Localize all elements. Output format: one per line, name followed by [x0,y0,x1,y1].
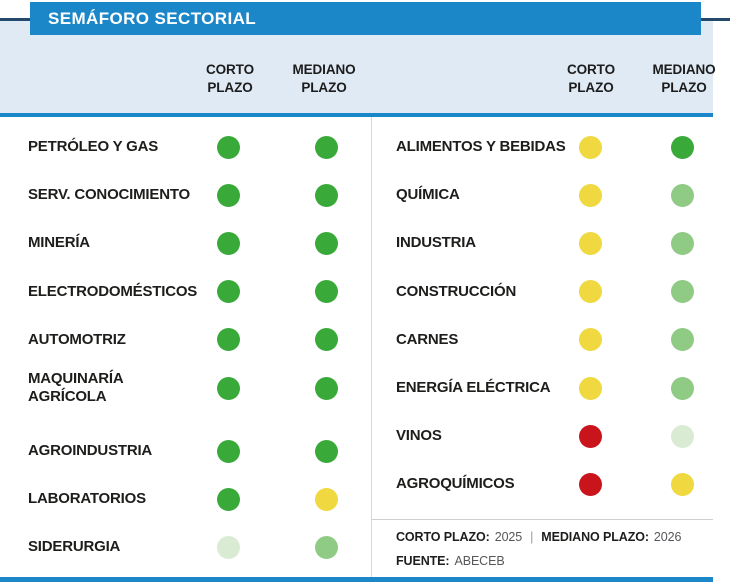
sector-label: CONSTRUCCIÓN [396,282,517,300]
footer-mediano-value: 2026 [653,530,682,544]
sector-label: ELECTRODOMÉSTICOS [28,282,198,300]
status-dot-corto-plazo [579,328,602,352]
table-row: INDUSTRIA [371,221,713,265]
table-row: PETRÓLEO Y GAS [0,125,371,169]
status-dot-mediano-plazo [671,231,694,255]
footer-mediano-label: MEDIANO PLAZO: [541,530,649,544]
footer-fuente-label: FUENTE: [396,554,450,568]
sector-label: SERV. CONOCIMIENTO [28,186,190,204]
table-row: CONSTRUCCIÓN [371,270,713,314]
status-dot-mediano-plazo [671,376,694,400]
table-row: CARNES [371,318,713,362]
table-row: AUTOMOTRIZ [0,318,371,362]
footer-source: FUENTE: ABECEB [396,554,505,568]
status-dot-corto-plazo [579,231,602,255]
sector-label: MAQUINARÍA AGRÍCOLA [28,370,124,405]
sector-label: INDUSTRIA [396,234,476,252]
table-top-rule [0,113,713,117]
sector-label: PETRÓLEO Y GAS [28,138,159,155]
bottom-brand-bar [0,577,713,582]
sector-label: AGROQUÍMICOS [396,475,515,493]
footer-periods: CORTO PLAZO: 2025 | MEDIANO PLAZO: 2026 [396,530,681,544]
status-dot-mediano-plazo [315,328,338,352]
table-row: MINERÍA [0,221,371,265]
sector-label: CARNES [396,330,459,348]
sector-label: ALIMENTOS Y BEBIDAS [396,138,566,155]
status-dot-mediano-plazo [315,280,338,304]
table-row: LABORATORIOS [0,477,371,521]
footer-divider [371,519,713,520]
status-dot-mediano-plazo [671,328,694,352]
sector-label: SIDERURGIA [28,538,121,556]
status-dot-corto-plazo [217,439,240,463]
status-dot-mediano-plazo [315,231,338,255]
sector-label: VINOS [396,427,442,445]
status-dot-corto-plazo [217,487,240,511]
table-row: AGROINDUSTRIA [0,429,371,473]
table-row: SERV. CONOCIMIENTO [0,173,371,217]
column-header-mediano-right: MEDIANO PLAZO [652,62,716,95]
title-box: SEMÁFORO SECTORIAL [30,2,701,35]
status-dot-mediano-plazo [315,487,338,511]
footer-corto-label: CORTO PLAZO: [396,530,490,544]
status-dot-corto-plazo [579,472,602,496]
status-dot-corto-plazo [217,280,240,304]
footer-fuente-value: ABECEB [454,554,505,568]
status-dot-corto-plazo [217,328,240,352]
status-dot-mediano-plazo [671,280,694,304]
status-dot-corto-plazo [217,535,240,559]
status-dot-corto-plazo [579,424,602,448]
status-dot-corto-plazo [217,231,240,255]
sector-label: QUÍMICA [396,186,460,204]
status-dot-corto-plazo [579,135,602,159]
footer-corto-value: 2025 [494,530,523,544]
status-dot-mediano-plazo [315,535,338,559]
status-dot-corto-plazo [217,135,240,159]
sector-label: MINERÍA [28,234,90,252]
page-title: SEMÁFORO SECTORIAL [48,8,257,28]
sector-table-left: PETRÓLEO Y GAS SERV. CONOCIMIENTO MINERÍA E… [0,125,371,569]
status-dot-corto-plazo [579,280,602,304]
sector-label: LABORATORIOS [28,490,146,508]
status-dot-mediano-plazo [315,376,338,400]
table-row: ELECTRODOMÉSTICOS [0,270,371,314]
status-dot-mediano-plazo [671,183,694,207]
sector-label: AGROINDUSTRIA [28,442,153,459]
column-header-corto-left: CORTO PLAZO [205,62,254,95]
header-band [0,21,713,113]
table-row: AGROQUÍMICOS [371,462,713,506]
sector-table-right: ALIMENTOS Y BEBIDAS QUÍMICA INDUSTRIA CONST… [371,0,713,586]
table-row: ENERGÍA ELÉCTRICA [371,366,713,410]
status-dot-mediano-plazo [671,135,694,159]
status-dot-mediano-plazo [315,183,338,207]
footer-separator: | [530,530,534,544]
column-header-mediano-left: MEDIANO PLAZO [292,62,356,95]
column-header-corto-right: CORTO PLAZO [566,62,615,95]
status-dot-mediano-plazo [671,472,694,496]
status-dot-corto-plazo [579,183,602,207]
table-row: QUÍMICA [371,173,713,217]
table-row: SIDERURGIA [0,525,371,569]
status-dot-mediano-plazo [315,135,338,159]
status-dot-corto-plazo [217,183,240,207]
table-row: MAQUINARÍA AGRÍCOLA [0,366,371,410]
sector-label: ENERGÍA ELÉCTRICA [396,379,551,396]
status-dot-mediano-plazo [315,439,338,463]
status-dot-corto-plazo [217,376,240,400]
table-row: VINOS [371,414,713,458]
status-dot-mediano-plazo [671,424,694,448]
table-row: ALIMENTOS Y BEBIDAS [371,125,713,169]
sector-label: AUTOMOTRIZ [28,330,126,348]
status-dot-corto-plazo [579,376,602,400]
panel-divider [371,117,372,577]
